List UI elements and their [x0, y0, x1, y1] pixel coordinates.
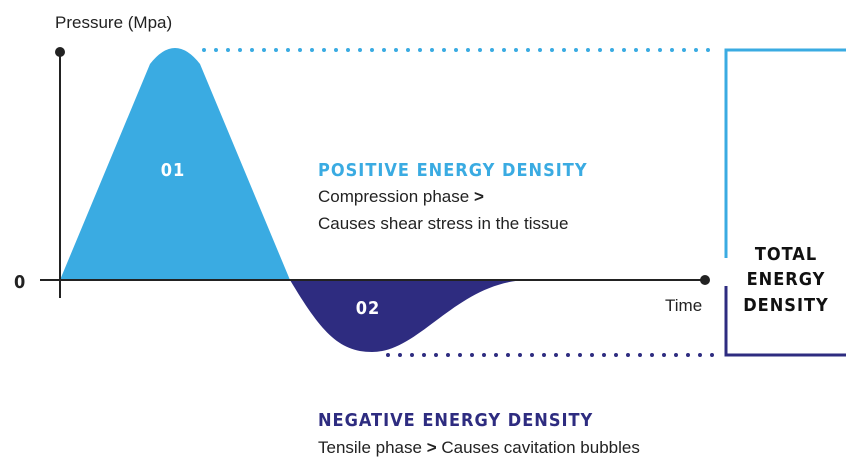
lobe-label: 02	[356, 298, 381, 319]
positive-lobe	[60, 48, 290, 280]
origin-label: 0	[14, 272, 26, 293]
effect: Causes cavitation bubbles	[441, 438, 639, 457]
lobe-label: 01	[161, 160, 186, 181]
x-axis-label: Time	[665, 296, 702, 315]
y-axis-dot	[55, 47, 65, 57]
phase: Compression phase	[318, 187, 469, 206]
negative-title: NEGATIVE ENERGY DENSITY	[318, 410, 593, 431]
negative-line: Tensile phase > Causes cavitation bubble…	[318, 438, 640, 457]
positive-bracket	[724, 48, 846, 258]
phase: Tensile phase	[318, 438, 422, 457]
positive-effect: Causes shear stress in the tissue	[318, 214, 568, 233]
y-axis-label: Pressure (Mpa)	[55, 13, 172, 32]
negative-lobe	[290, 280, 525, 352]
positive-title: POSITIVE ENERGY DENSITY	[318, 160, 588, 181]
total-line: ENERGY	[747, 269, 826, 290]
total-line: DENSITY	[743, 295, 829, 316]
total-line: TOTAL	[755, 244, 817, 265]
separator: >	[427, 438, 437, 457]
positive-phase-line: Compression phase >	[318, 187, 484, 206]
separator: >	[474, 187, 484, 206]
negative-bracket	[724, 286, 846, 357]
x-axis-dot	[700, 275, 710, 285]
